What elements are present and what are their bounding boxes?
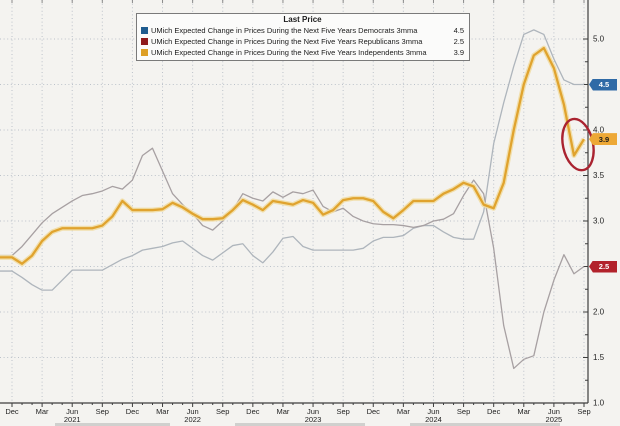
legend-item-independents: UMich Expected Change in Prices During t…: [141, 47, 464, 58]
x-tick-label: Jun: [307, 407, 319, 416]
legend-box: Last Price UMich Expected Change in Pric…: [136, 13, 470, 61]
badge-value-independents: 3.9: [598, 134, 610, 144]
last-price-badge-democrats: 4.5: [589, 78, 617, 91]
last-price-badge-republicans: 2.5: [589, 260, 617, 273]
legend-item-republicans: UMich Expected Change in Prices During t…: [141, 36, 464, 47]
cutoff-text-artifact: [410, 423, 560, 426]
badge-value-republicans: 2.5: [598, 262, 610, 271]
x-tick-label: Dec: [487, 407, 501, 416]
year-label: 2024: [425, 415, 442, 424]
x-tick-label: Sep: [216, 407, 229, 416]
cutoff-text-artifact: [55, 423, 170, 426]
y-tick-label: 1.5: [593, 353, 605, 362]
x-tick-label: Mar: [517, 407, 530, 416]
x-tick-label: Jun: [66, 407, 78, 416]
y-tick-label: 3.0: [593, 217, 605, 226]
legend-label-independents: UMich Expected Change in Prices During t…: [151, 48, 427, 57]
legend-label-democrats: UMich Expected Change in Prices During t…: [151, 26, 418, 35]
x-tick-label: Jun: [187, 407, 199, 416]
republicans-line: [0, 147, 585, 370]
y-tick-label: 2.0: [593, 308, 605, 317]
x-tick-label: Jun: [427, 407, 439, 416]
x-tick-label: Sep: [96, 407, 109, 416]
democrats-line: [0, 29, 584, 291]
badge-value-democrats: 4.5: [598, 80, 610, 89]
legend-item-democrats: UMich Expected Change in Prices During t…: [141, 25, 464, 36]
x-tick-label: Mar: [276, 407, 289, 416]
x-tick-label: Sep: [336, 407, 349, 416]
year-label: 2023: [305, 415, 322, 424]
legend-value-democrats: 4.5: [453, 26, 464, 35]
last-price-badge-independents: 3.9: [589, 133, 617, 146]
x-tick-label: Dec: [5, 407, 19, 416]
x-tick-label: Jun: [548, 407, 560, 416]
legend-value-independents: 3.9: [453, 48, 464, 57]
y-tick-label: 5.0: [593, 35, 605, 44]
legend-value-republicans: 2.5: [453, 37, 464, 46]
x-tick-label: Sep: [577, 407, 590, 416]
year-label: 2021: [64, 415, 81, 424]
x-tick-label: Dec: [126, 407, 140, 416]
x-tick-label: Mar: [36, 407, 49, 416]
x-tick-label: Mar: [397, 407, 410, 416]
year-label: 2022: [184, 415, 201, 424]
y-tick-label: 1.0: [593, 399, 605, 408]
x-tick-label: Mar: [156, 407, 169, 416]
x-tick-label: Dec: [367, 407, 381, 416]
y-tick-label: 3.5: [593, 171, 605, 180]
year-label: 2025: [546, 415, 563, 424]
cutoff-text-artifact: [235, 423, 365, 426]
republicans-swatch-icon: [141, 38, 148, 45]
legend-label-republicans: UMich Expected Change in Prices During t…: [151, 37, 423, 46]
x-tick-label: Sep: [457, 407, 470, 416]
independents-line: [0, 46, 585, 265]
independents-line-halo: [0, 45, 587, 267]
democrats-swatch-icon: [141, 27, 148, 34]
independents-swatch-icon: [141, 49, 148, 56]
x-tick-label: Dec: [246, 407, 260, 416]
legend-title: Last Price: [283, 15, 322, 24]
y-tick-label: 4.0: [593, 126, 605, 135]
